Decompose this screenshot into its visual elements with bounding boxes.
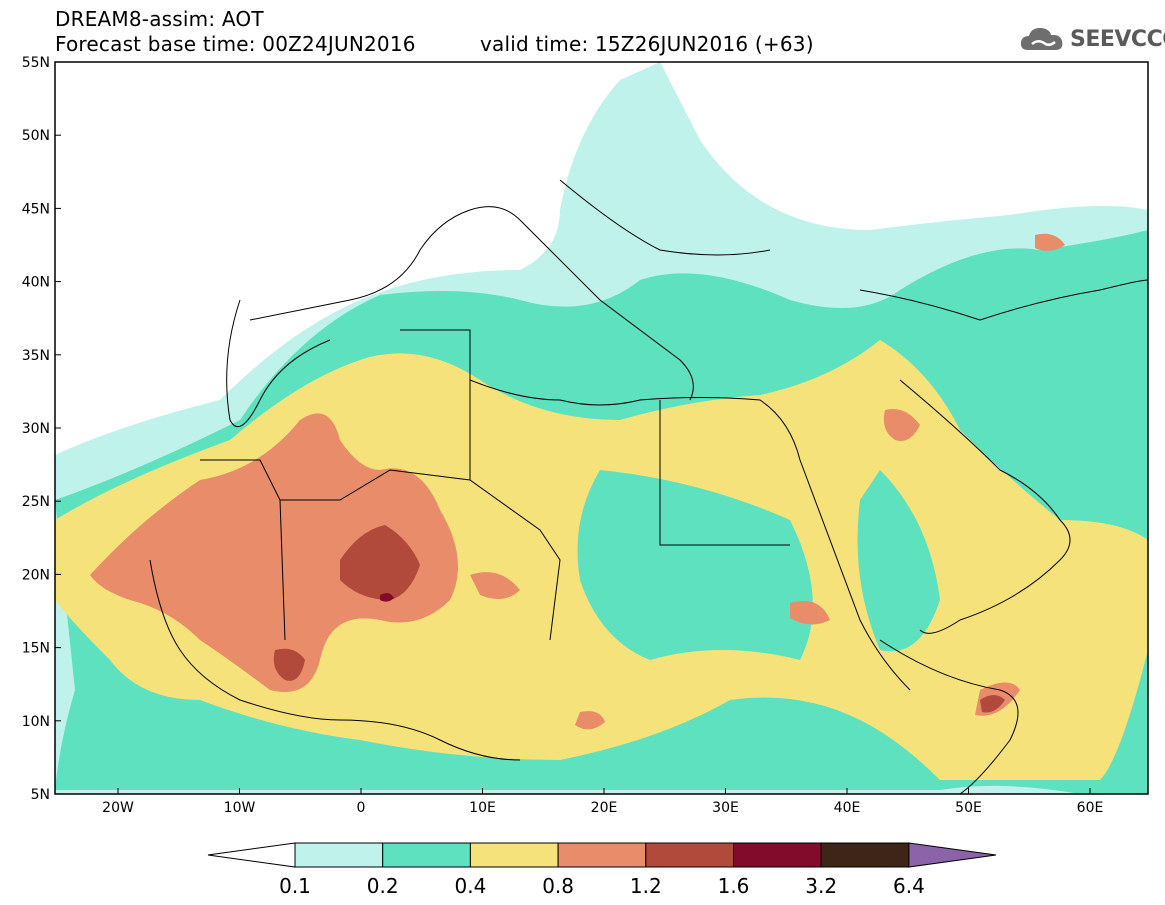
lat-label: 40N <box>22 275 50 291</box>
lon-label: 30E <box>712 800 739 816</box>
colorbar-label: 0.2 <box>367 874 399 898</box>
lat-label: 5N <box>31 787 50 803</box>
colorbar-label: 0.1 <box>279 874 311 898</box>
valid-time: valid time: 15Z26JUN2016 (+63) <box>480 32 814 56</box>
lon-label: 60E <box>1077 800 1104 816</box>
colorbar-swatch <box>294 842 384 868</box>
colorbar-swatch <box>820 842 910 868</box>
coastlines <box>149 179 1148 794</box>
colorbar-swatch <box>382 842 471 868</box>
map-title: DREAM8-assim: AOT <box>55 7 264 31</box>
colorbar-swatch <box>645 842 734 868</box>
lon-label: 20E <box>591 800 618 816</box>
colorbar-min-arrow <box>207 842 296 868</box>
colorbar-max-arrow <box>908 842 997 868</box>
lat-label: 50N <box>22 128 50 144</box>
lon-label: 10W <box>224 800 256 816</box>
lat-label: 45N <box>22 201 50 217</box>
lon-label: 10E <box>469 800 496 816</box>
cloud-icon <box>1020 28 1063 50</box>
map-axes: 55N 50N 45N 40N 35N 30N 25N 20N 15N 10N 5N 20W 10W 0 1… <box>22 55 1104 816</box>
lat-label: 20N <box>22 567 50 583</box>
lon-label: 0 <box>357 800 366 816</box>
colorbar-swatch <box>733 842 822 868</box>
lon-label: 50E <box>955 800 982 816</box>
forecast-base-time: Forecast base time: 00Z24JUN2016 <box>55 32 416 56</box>
colorbar-swatch <box>469 842 559 868</box>
colorbar-label: 6.4 <box>893 874 925 898</box>
aot-1.6-region <box>380 593 394 602</box>
lat-label: 10N <box>22 714 50 730</box>
lat-label: 55N <box>22 55 50 71</box>
seevccc-logo: SEEVCCC <box>1018 24 1165 54</box>
aot-0.8-region <box>90 413 458 692</box>
lon-label: 40E <box>834 800 861 816</box>
logo-text: SEEVCCC <box>1070 27 1165 52</box>
colorbar-label: 3.2 <box>805 874 837 898</box>
aot-1.2-region <box>340 525 420 600</box>
colorbar-label: 0.8 <box>542 874 574 898</box>
lon-label: 20W <box>102 800 134 816</box>
lat-label: 35N <box>22 348 50 364</box>
colorbar: 0.1 0.2 0.4 0.8 1.2 1.6 3.2 6.4 <box>207 842 997 898</box>
colorbar-label: 1.6 <box>718 874 750 898</box>
lat-label: 15N <box>22 641 50 657</box>
lat-label: 30N <box>22 421 50 437</box>
aot-fields <box>55 62 1148 794</box>
colorbar-label: 1.2 <box>630 874 662 898</box>
colorbar-swatch <box>557 842 647 868</box>
colorbar-label: 0.4 <box>454 874 486 898</box>
lat-label: 25N <box>22 494 50 510</box>
